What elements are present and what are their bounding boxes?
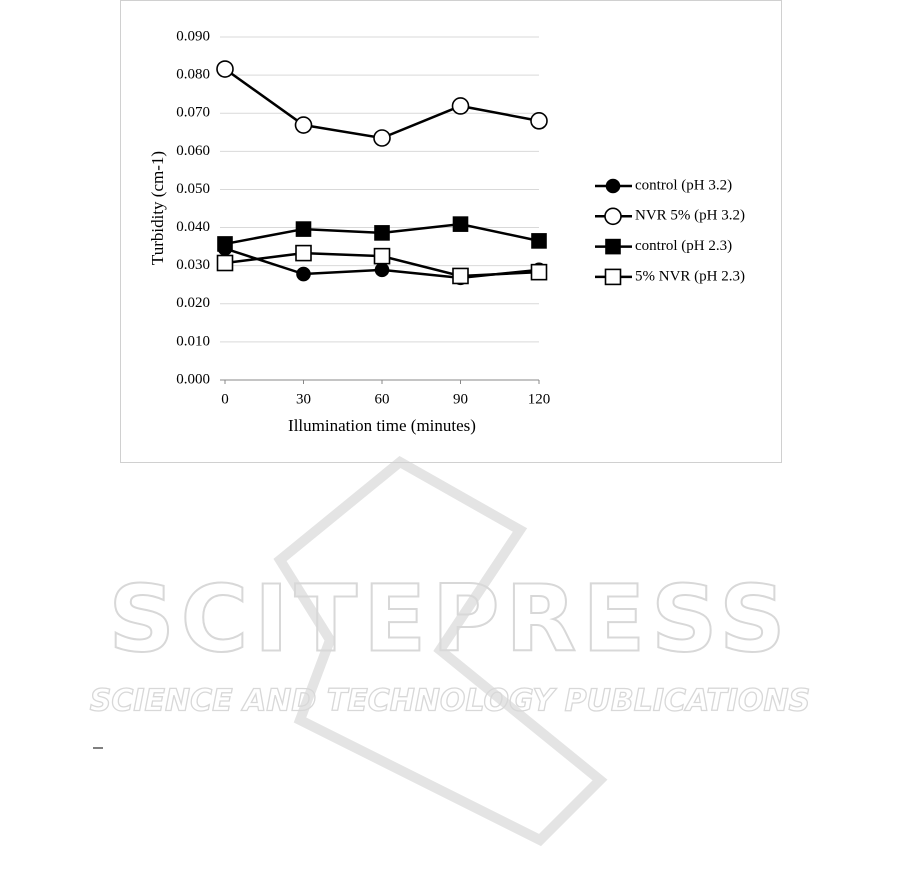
y-tick-label: 0.060 (176, 143, 210, 159)
legend-marker (604, 207, 622, 226)
data-point (295, 221, 312, 237)
data-point (531, 233, 547, 249)
x-tick-label: 90 (453, 391, 468, 407)
x-axis-label: Illumination time (minutes) (288, 416, 476, 435)
y-tick-label: 0.010 (176, 333, 210, 349)
data-point (374, 225, 390, 241)
data-point (216, 60, 234, 78)
watermark-subtitle: SCIENCE AND TECHNOLOGY PUBLICATIONS (90, 684, 811, 719)
watermark-title: SCITEPRESS (108, 565, 791, 672)
legend-marker (605, 238, 621, 255)
y-tick-label: 0.050 (176, 181, 210, 197)
data-point (373, 247, 391, 265)
y-tick-label: 0.070 (176, 105, 210, 121)
legend-marker (605, 178, 621, 194)
x-tick-label: 0 (221, 391, 229, 407)
data-point (530, 263, 548, 281)
data-point (530, 112, 548, 130)
data-point (217, 236, 233, 252)
legend-label: control (pH 2.3) (635, 238, 732, 254)
data-point (374, 262, 390, 278)
y-axis-label: Turbidity (cm-1) (148, 151, 167, 265)
y-tick-label: 0.020 (176, 295, 210, 311)
legend-marker (604, 268, 622, 286)
series-line (224, 67, 540, 140)
x-tick-label: 30 (296, 391, 311, 407)
data-point (452, 267, 469, 285)
y-tick-label: 0.040 (176, 219, 210, 235)
legend-label: NVR 5% (pH 3.2) (635, 208, 745, 224)
x-tick-label: 120 (528, 391, 551, 407)
y-tick-label: 0.080 (176, 67, 210, 83)
data-point (296, 266, 311, 282)
x-tick-label: 60 (375, 391, 390, 407)
data-point (451, 97, 470, 115)
data-point (373, 129, 391, 147)
y-tick-label: 0.000 (176, 371, 210, 387)
watermark-shape (273, 455, 608, 847)
data-point (452, 216, 469, 232)
y-tick-label: 0.090 (176, 28, 210, 44)
chart-frame (120, 0, 782, 463)
data-point (216, 254, 234, 272)
data-point (295, 244, 312, 262)
legend-label: control (pH 3.2) (635, 177, 732, 193)
legend-label: 5% NVR (pH 2.3) (635, 268, 745, 284)
y-tick-label: 0.030 (176, 257, 210, 273)
data-point (294, 116, 313, 134)
